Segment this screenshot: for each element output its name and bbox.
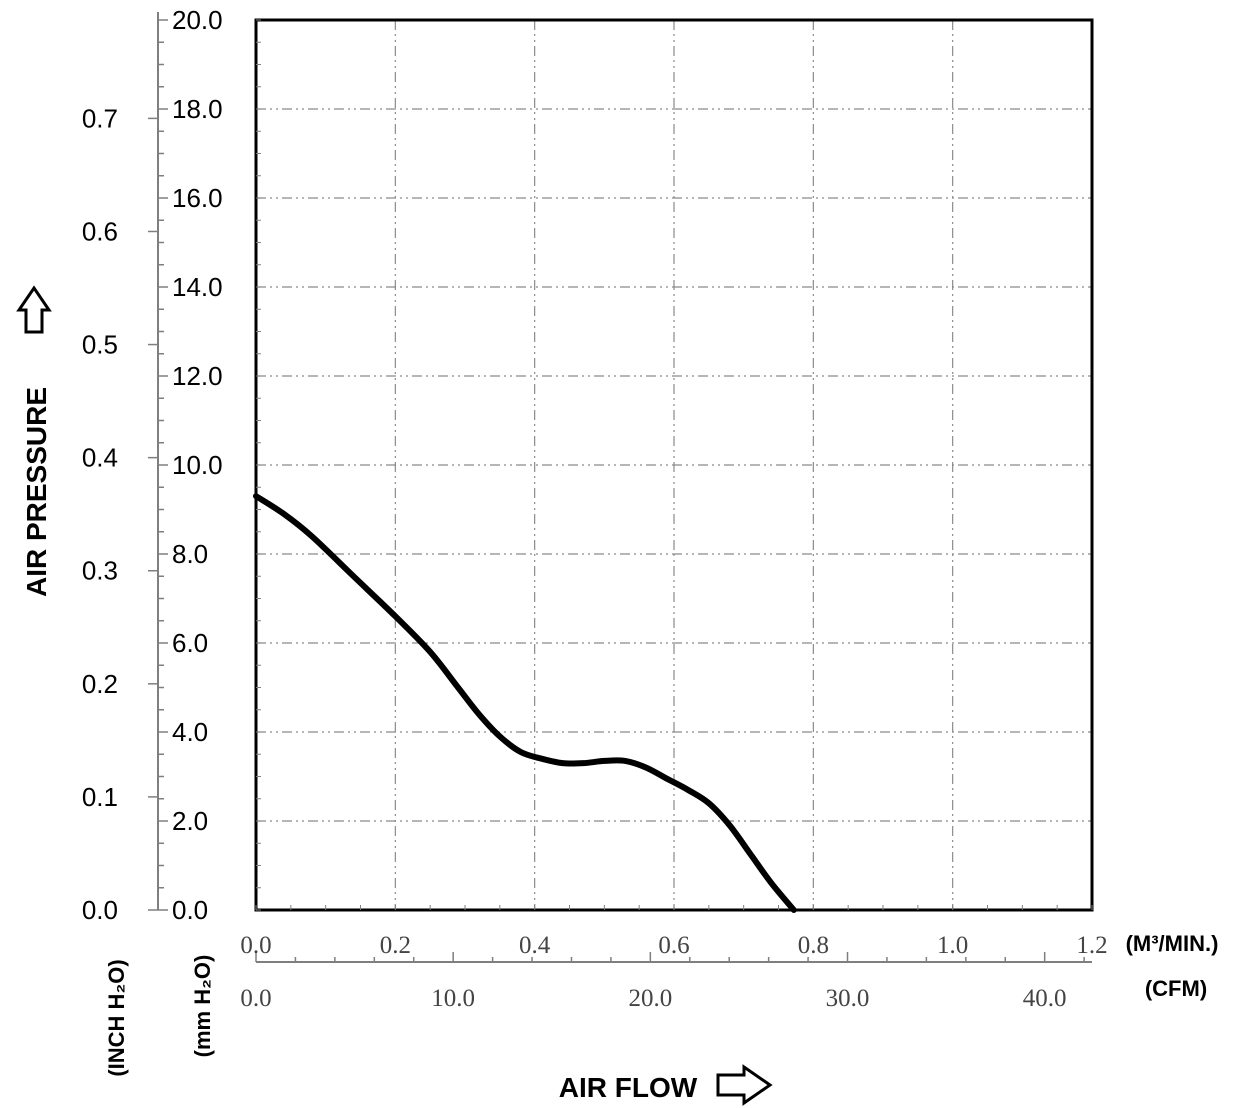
inch-tick-label: 0.5 — [82, 330, 118, 360]
axes — [148, 12, 1094, 963]
m3-unit-label: (M³/MIN.) — [1126, 931, 1219, 956]
m3-tick-label: 0.0 — [240, 932, 271, 959]
series-layer — [253, 493, 797, 913]
mm-tick-label: 18.0 — [172, 94, 223, 124]
mm-unit-label: (mm H₂O) — [190, 955, 215, 1058]
mm-tick-label: 12.0 — [172, 361, 223, 391]
cfm-tick-label: 20.0 — [628, 985, 672, 1012]
cfm-tick-label: 40.0 — [1023, 985, 1067, 1012]
x-axis-title: AIR FLOW — [559, 1072, 698, 1103]
series-line-0 — [253, 493, 797, 913]
inch-tick-label: 0.1 — [82, 782, 118, 812]
mm-tick-label: 0.0 — [172, 895, 208, 925]
mm-tick-label: 14.0 — [172, 272, 223, 302]
mm-tick-label: 16.0 — [172, 183, 223, 213]
cfm-tick-label: 30.0 — [826, 985, 870, 1012]
grid — [256, 20, 1092, 910]
m3-tick-label: 0.2 — [380, 932, 411, 959]
arrow-up-icon — [16, 285, 52, 334]
arrow-right-icon — [716, 1064, 773, 1106]
inch-tick-label: 0.4 — [82, 443, 118, 473]
mm-tick-label: 8.0 — [172, 539, 208, 569]
m3-tick-label: 0.8 — [798, 932, 829, 959]
mm-tick-label: 10.0 — [172, 450, 223, 480]
m3-tick-label: 1.0 — [937, 932, 968, 959]
m3-tick-label: 0.6 — [658, 932, 689, 959]
inch-unit-label: (INCH H₂O) — [104, 959, 129, 1076]
m3-tick-label: 0.4 — [519, 932, 551, 959]
inch-tick-label: 0.0 — [82, 895, 118, 925]
cfm-tick-label: 10.0 — [431, 985, 475, 1012]
inch-tick-label: 0.3 — [82, 556, 118, 586]
cfm-unit-label: (CFM) — [1145, 976, 1207, 1001]
inch-tick-label: 0.6 — [82, 216, 118, 246]
mm-tick-label: 4.0 — [172, 717, 208, 747]
labels: 0.0 2.0 4.0 6.0 8.0 10.0 12.0 14.0 16.0 18.0 20.0 0… — [16, 5, 1219, 1106]
inch-tick-label: 0.7 — [82, 103, 118, 133]
y-axis-title: AIR PRESSURE — [21, 387, 52, 597]
m3-tick-label: 1.2 — [1076, 932, 1107, 959]
inch-tick-label: 0.2 — [82, 669, 118, 699]
mm-tick-label: 6.0 — [172, 628, 208, 658]
cfm-tick-label: 0.0 — [240, 985, 271, 1012]
mm-tick-label: 20.0 — [172, 5, 223, 35]
mm-tick-label: 2.0 — [172, 806, 208, 836]
